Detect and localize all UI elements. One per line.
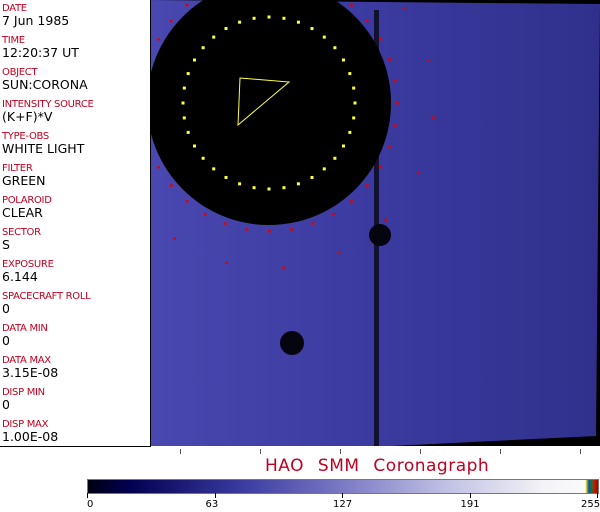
field-label: TYPE-OBS (2, 131, 49, 142)
colorbar-tick-label: 63 (205, 499, 219, 510)
colorbar-tick-label: 255 (581, 499, 600, 510)
spot (280, 331, 304, 355)
field-value: 3.15E-08 (2, 365, 59, 380)
field-value: 0 (2, 301, 10, 316)
occulter (151, 0, 391, 225)
field-value: 7 Jun 1985 (2, 13, 70, 28)
field-label: TIME (2, 35, 25, 46)
colorbar-tick (597, 493, 598, 498)
field-label: DATA MAX (2, 355, 51, 366)
coronagraph-image (151, 0, 600, 446)
colorbar-tick-label: 191 (460, 499, 480, 510)
field-value: (K+F)*V (2, 109, 53, 124)
field-value: WHITE LIGHT (2, 141, 85, 156)
colorbar-tick-label: 0 (87, 499, 94, 510)
field-value: GREEN (2, 173, 46, 188)
field-value: 1.00E-08 (2, 429, 59, 444)
field-label: OBJECT (2, 67, 38, 78)
field-label: SPACECRAFT ROLL (2, 291, 91, 302)
pylon-disk (369, 224, 391, 246)
field-label: EXPOSURE (2, 259, 54, 270)
overlay-grid (157, 3, 435, 269)
field-value: 0 (2, 397, 10, 412)
colorbar-tick (342, 493, 343, 498)
colorbar (87, 479, 599, 494)
colorbar-tick (214, 493, 216, 498)
field-label: FILTER (2, 163, 33, 174)
field-label: INTENSITY SOURCE (2, 99, 94, 110)
field-label: DATE (2, 3, 27, 14)
colorbar-tick-label: 127 (333, 499, 353, 510)
field-value: S (2, 237, 10, 252)
field-value: 0 (2, 333, 10, 348)
field-value: SUN:CORONA (2, 77, 88, 92)
field-label: DISP MAX (2, 419, 49, 430)
header-panel: DATE 7 Jun 1985 TIME 12:20:37 UT OBJECT SU… (0, 0, 151, 447)
overlay-triangle (237, 77, 291, 127)
colorbar-tick (87, 493, 88, 498)
field-value: 6.144 (2, 269, 38, 284)
field-value: 12:20:37 UT (2, 45, 79, 60)
colorbar-tick (469, 493, 471, 498)
field-label: DISP MIN (2, 387, 45, 398)
field-value: CLEAR (2, 205, 43, 220)
field-label: DATA MIN (2, 323, 48, 334)
chart-title: HAO SMM Coronagraph (265, 456, 490, 476)
field-label: POLAROID (2, 195, 52, 206)
field-label: SECTOR (2, 227, 41, 238)
